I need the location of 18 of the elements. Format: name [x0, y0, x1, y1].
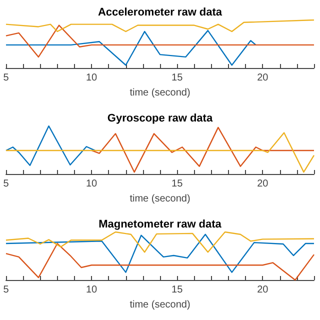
chart-title: Accelerometer raw data [98, 6, 223, 18]
x-axis-title: time (second) [130, 194, 190, 204]
x-tick-label: 15 [172, 284, 184, 296]
chart-title: Magnetometer raw data [98, 218, 222, 230]
x-axis-title: time (second) [130, 88, 190, 98]
x-tick-label: 15 [172, 72, 184, 84]
x-tick-label: 5 [3, 72, 10, 84]
x-tick-label: 15 [172, 178, 184, 190]
x-tick-label: 10 [86, 178, 98, 190]
x-tick-label: 20 [257, 284, 269, 296]
x-tick-label: 20 [257, 178, 269, 190]
chart-title: Gyroscope raw data [107, 112, 214, 124]
x-tick-label: 10 [86, 72, 98, 84]
x-axis-title: time (second) [130, 300, 190, 310]
x-tick-label: 10 [86, 284, 98, 296]
x-tick-label: 5 [3, 178, 10, 190]
x-tick-label: 20 [257, 72, 269, 84]
x-tick-label: 5 [3, 284, 10, 296]
